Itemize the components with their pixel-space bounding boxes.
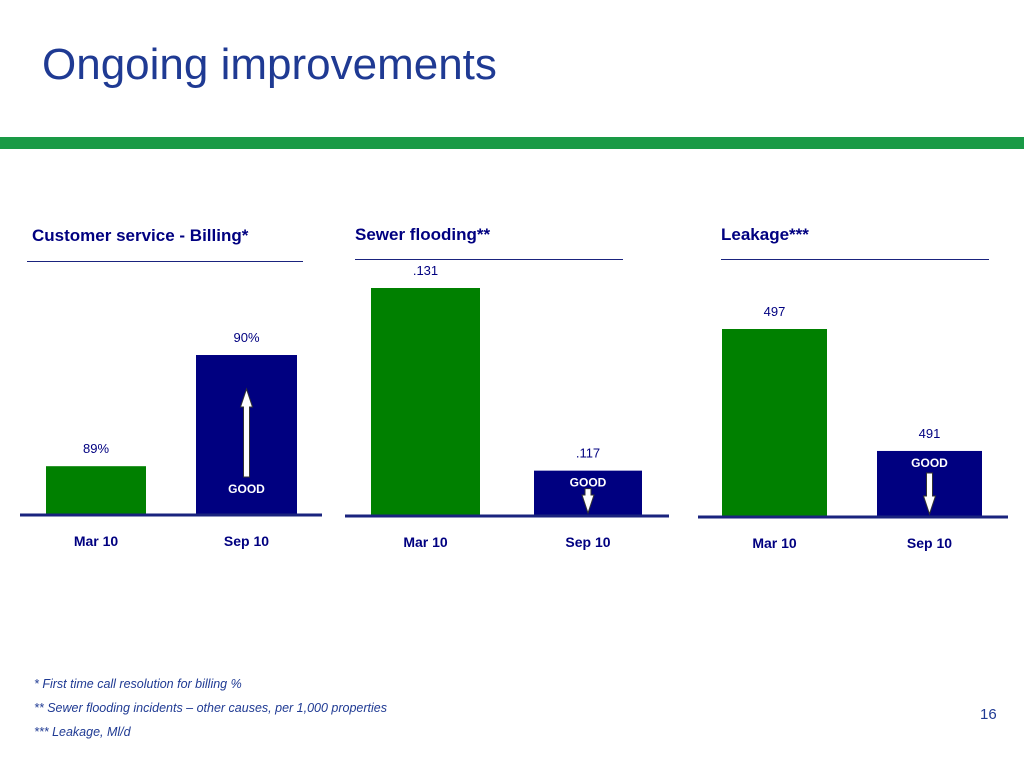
slide-title: Ongoing improvements [42,40,497,89]
category-label-billing-0: Mar 10 [74,533,119,549]
footnote-sewer-flooding: ** Sewer flooding incidents – other caus… [34,701,387,715]
chart-title-rule-sewer-flooding [355,259,623,260]
category-label-sewer-flooding-0: Mar 10 [403,534,448,550]
footnote-billing: * First time call resolution for billing… [34,677,242,691]
footnotes: * First time call resolution for billing… [34,672,387,744]
value-label-sewer-flooding-1: .117 [576,446,600,461]
bar-leakage-0 [722,329,827,516]
arrow-up-icon [239,387,254,478]
footnote-leakage: *** Leakage, Ml/d [34,725,131,739]
page-number: 16 [980,706,997,723]
chart-title-leakage: Leakage*** [721,225,809,244]
good-label-billing: GOOD [228,482,265,496]
value-label-billing-0: 89% [83,441,109,456]
arrow-down-icon [922,472,937,516]
chart-billing: 89% Mar 10 90% Sep 10 GOOD [20,330,322,549]
value-label-leakage-0: 497 [764,304,786,319]
bar-sewer-flooding-0 [371,288,480,515]
chart-title-rule-billing [27,261,303,262]
bar-billing-0 [46,466,146,514]
chart-title-sewer-flooding: Sewer flooding** [355,225,491,244]
category-label-billing-1: Sep 10 [224,533,269,549]
category-label-leakage-1: Sep 10 [907,535,952,551]
green-divider [0,137,1024,149]
arrow-down-icon [581,488,595,515]
value-label-billing-1: 90% [233,330,259,345]
value-label-leakage-1: 491 [919,426,941,441]
chart-sewer-flooding: .131 Mar 10 .117 Sep 10 GOOD [345,263,669,550]
category-label-sewer-flooding-1: Sep 10 [565,534,610,550]
good-label-sewer-flooding: GOOD [570,476,607,490]
chart-title-rule-leakage [721,259,989,260]
value-label-sewer-flooding-0: .131 [413,263,438,278]
chart-title-billing: Customer service - Billing* [32,226,249,245]
chart-leakage: 497 Mar 10 491 Sep 10 GOOD [698,304,1008,551]
good-label-leakage: GOOD [911,456,948,470]
category-label-leakage-0: Mar 10 [752,535,797,551]
